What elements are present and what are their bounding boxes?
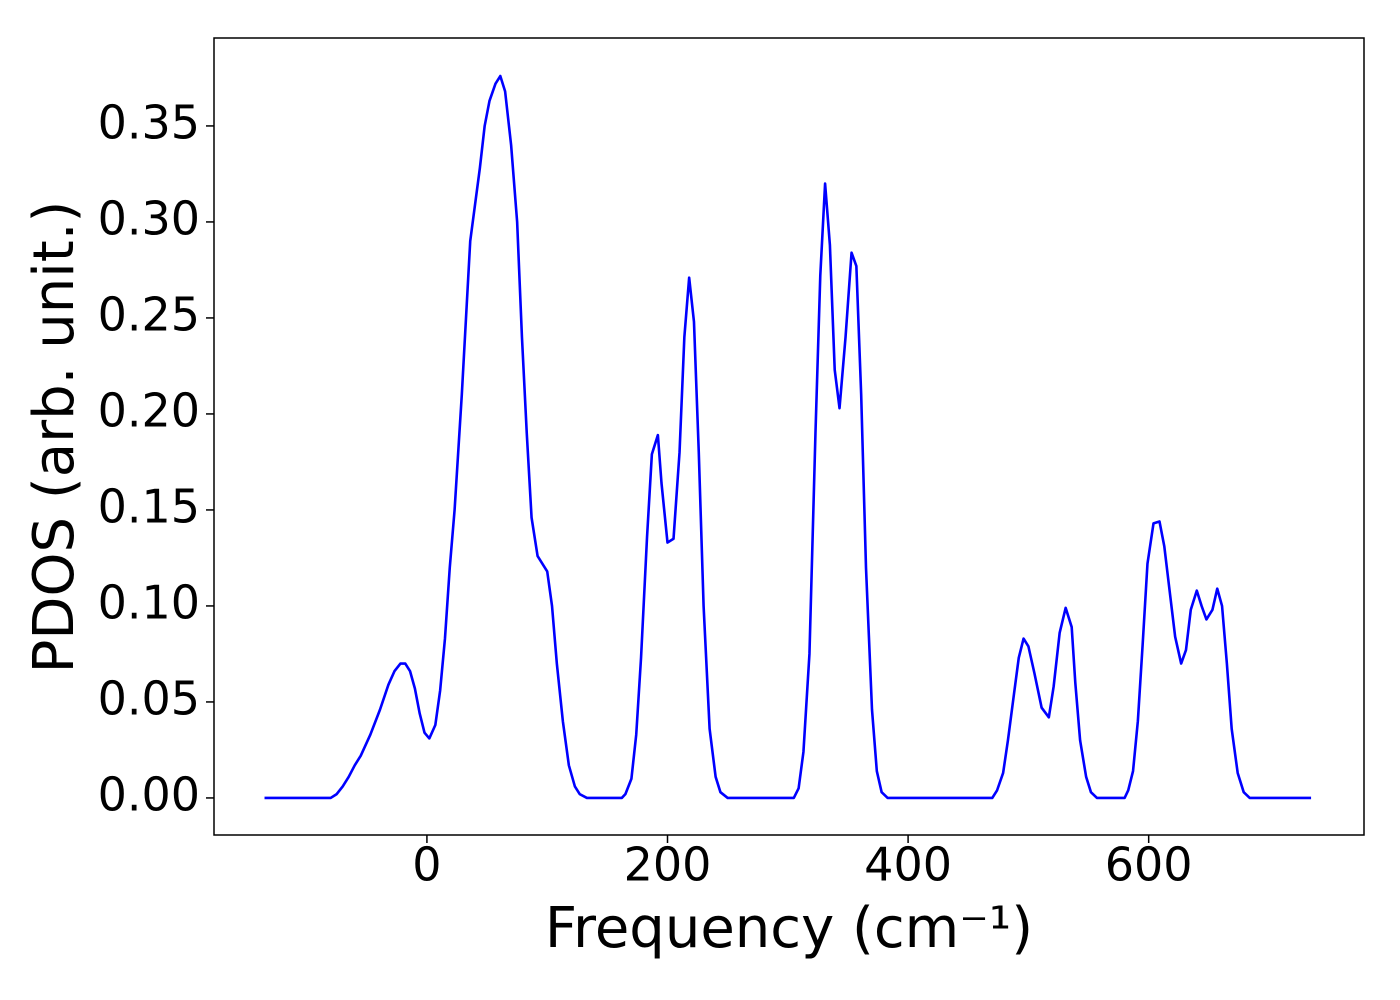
y-tick-label: 0.25 — [98, 287, 200, 341]
y-tick-label: 0.00 — [98, 767, 200, 821]
data-line — [264, 74, 1312, 800]
x-axis-label: Frequency (cm⁻¹) — [545, 896, 1033, 961]
x-tick-label: 200 — [624, 838, 712, 892]
y-tick-label: 0.20 — [98, 383, 200, 437]
y-axis-label: PDOS (arb. unit.) — [22, 201, 87, 674]
y-tick-label: 0.10 — [98, 575, 200, 629]
y-tick-label: 0.15 — [98, 479, 200, 533]
y-tick-label: 0.30 — [98, 191, 200, 245]
y-tick-label: 0.35 — [98, 95, 200, 149]
x-tick-label: 400 — [864, 838, 952, 892]
y-tick-label: 0.05 — [98, 671, 200, 725]
plot-frame — [213, 37, 1365, 836]
x-tick-label: 600 — [1105, 838, 1193, 892]
x-tick-label: 0 — [412, 838, 441, 892]
